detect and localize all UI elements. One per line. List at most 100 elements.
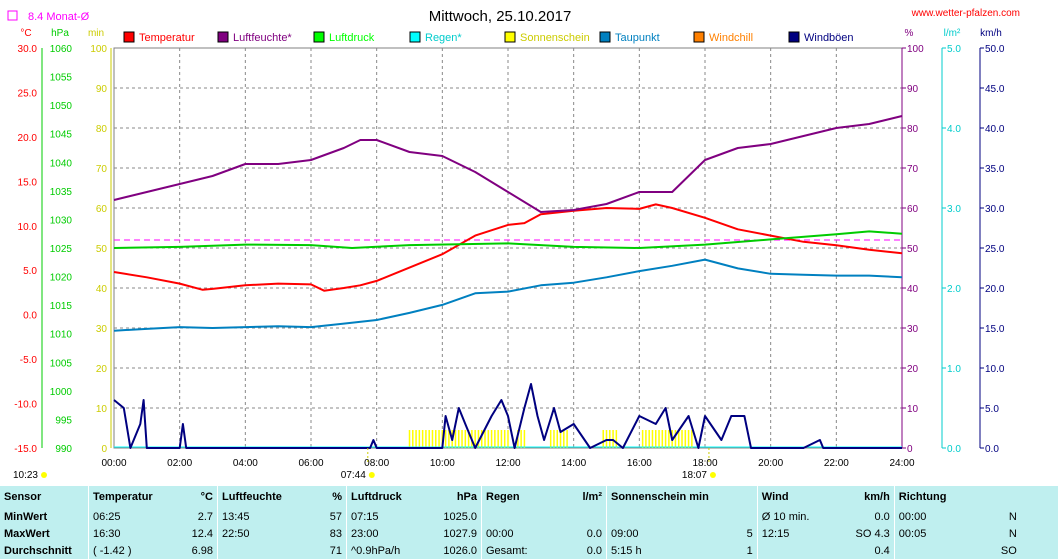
pressure-tick: 1015 [50,301,73,312]
wind-tick: 10.0 [985,364,1005,375]
sun-tick: 80 [96,124,108,135]
temp-tick: 0.0 [23,311,37,322]
stats-cell: ( -1.42 ) [88,542,163,559]
sun-tick: 70 [96,164,108,175]
stats-cell: 22:50 [217,525,292,542]
temp-tick: -10.0 [14,400,37,411]
humidity-tick: 20 [907,364,919,375]
humidity-tick: 70 [907,164,919,175]
rain-tick: 0.0 [947,444,961,455]
x-tick-label: 06:00 [298,458,323,469]
time-marker-label: 07:44 [341,470,366,481]
wind-tick: 35.0 [985,164,1005,175]
stats-cell: Regen [481,486,554,508]
stats-cell [217,542,292,559]
stats-cell: 0.0 [586,527,602,540]
stats-cell: Richtung [893,486,977,508]
stats-cell: SO 4.3 [855,527,890,540]
pressure-tick: 1055 [50,73,73,84]
humidity-unit: % [905,28,914,39]
stats-cell: 57 [329,510,342,523]
legend-swatch [409,31,421,43]
x-tick-label: 22:00 [824,458,849,469]
legend: Temperatur Luftfeuchte* Luftdruck Regen* Son… [123,31,854,44]
monthly-avg-label: 8.4 Monat-Ø [28,11,90,23]
stats-row: MinWert 06:25 2.7 13:45 57 07:15 1025.0 Ø 10 mi… [0,508,1021,525]
stats-cell: 0.4 [874,544,890,557]
stats-cell: MaxWert [4,527,50,540]
temp-tick: -5.0 [20,355,38,366]
stats-cell: 12:15 [756,525,834,542]
wind-tick: 5.0 [985,404,999,415]
stats-cell [481,508,554,525]
stats-cell: % [332,491,342,503]
wind-tick: 25.0 [985,244,1005,255]
stats-cell: 1025.0 [443,510,477,523]
temp-tick: 25.0 [18,88,38,99]
wind-tick: 30.0 [985,204,1005,215]
pressure-tick: 1045 [50,130,73,141]
stats-cell: 07:15 [346,508,421,525]
series [113,115,903,449]
pressure-tick: 1040 [50,158,73,169]
series-line-windböen [113,383,902,449]
legend-label: Windchill [709,32,753,44]
stats-cell: 00:00 [481,525,554,542]
pressure-tick: 1030 [50,215,73,226]
rain-unit: l/m² [944,28,961,39]
stats-cell: SO [1000,544,1017,557]
sun-tick: 30 [96,324,108,335]
stats-cell: °C [200,491,213,503]
wind-tick: 45.0 [985,84,1005,95]
series-line-luftfeuchte [113,115,903,213]
stats-header-row: Sensor Temperatur °C Luftfeuchte% Luftdruck h… [0,486,1021,508]
temp-unit: °C [20,28,31,39]
wind-tick: 20.0 [985,284,1005,295]
stats-cell: 16:30 [88,525,163,542]
sun-icon [709,472,716,478]
stats-cell: km/h [864,491,890,503]
sun-tick: 40 [96,284,108,295]
stats-cell: 13:45 [217,508,292,525]
humidity-tick: 90 [907,84,919,95]
time-marker-label: 10:23 [13,470,38,481]
axes: 30.0 25.0 20.0 15.0 10.0 5.0 0.0 -5.0 -10.0 -15.0… [14,44,1005,469]
stats-cell: 1027.9 [443,527,477,540]
x-tick-label: 00:00 [101,458,126,469]
stats-cell [756,542,834,559]
stats-cell: 00:00 [893,508,977,525]
website-link[interactable]: www.wetter-pfalzen.com [911,8,1020,19]
legend-swatch [504,31,516,43]
series-line-taupunkt [113,258,903,332]
rain-tick: 5.0 [947,44,961,55]
x-tick-label: 14:00 [561,458,586,469]
x-tick-label: 10:00 [430,458,455,469]
stats-cell: 5 [746,527,753,540]
sun-tick: 50 [96,244,108,255]
stats-cell: N [1008,510,1017,523]
temp-tick: 10.0 [18,222,38,233]
sun-unit: min [88,28,104,39]
sun-tick: 90 [96,84,108,95]
stats-cell [554,508,607,525]
legend-label: Taupunkt [615,32,660,44]
stats-cell [713,508,758,525]
humidity-tick: 50 [907,244,919,255]
stats-cell: 83 [329,527,342,540]
pressure-tick: 1010 [50,330,73,341]
stats-cell: 1026.0 [443,544,477,557]
x-tick-label: 12:00 [495,458,520,469]
wind-tick: 50.0 [985,44,1005,55]
wind-tick: 40.0 [985,124,1005,135]
stats-cell: 5:15 h [605,542,713,559]
stats-cell: MinWert [4,510,48,523]
pressure-tick: 1035 [50,187,73,198]
wind-tick: 0.0 [985,444,999,455]
temp-tick: 5.0 [23,266,37,277]
stats-cell: Wind [756,486,834,508]
stats-cell: Luftfeuchte [217,486,292,508]
x-tick-label: 04:00 [233,458,258,469]
sun-icon [368,472,375,478]
stats-cell: N [1008,527,1017,540]
rain-tick: 4.0 [947,124,961,135]
